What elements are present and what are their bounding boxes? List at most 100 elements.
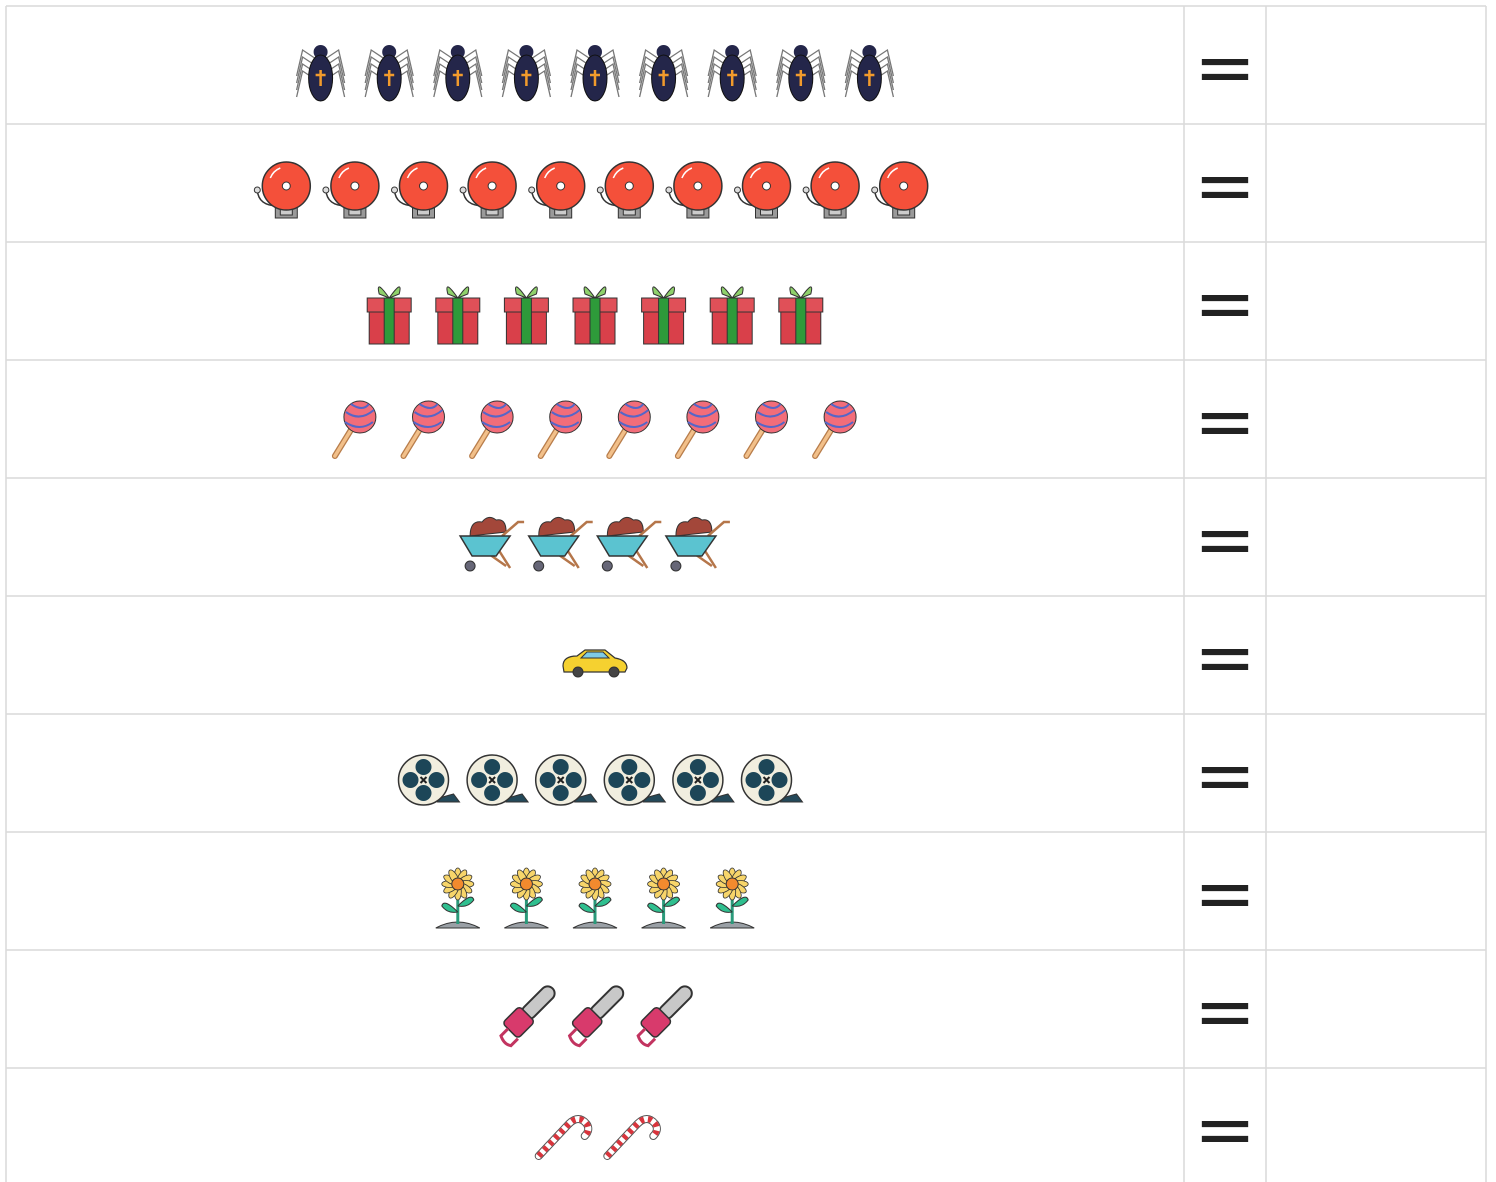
picture-icon	[673, 755, 734, 805]
saw	[631, 981, 697, 1047]
dirt	[539, 517, 575, 536]
center	[488, 182, 496, 190]
ribbon	[659, 298, 669, 344]
picture-icon	[631, 981, 697, 1047]
hole	[690, 785, 706, 801]
hole	[540, 772, 556, 788]
picture-icon	[529, 517, 593, 571]
wheel	[609, 667, 619, 677]
picture-icon	[642, 868, 686, 928]
hole	[416, 785, 432, 801]
picture-icon	[460, 162, 516, 218]
arm-end	[597, 187, 603, 193]
picture-icon	[367, 287, 411, 344]
picture-icon	[872, 162, 928, 218]
center	[420, 182, 428, 190]
dirt	[676, 517, 712, 536]
picture-icon	[399, 755, 460, 805]
picture-icon	[434, 45, 482, 101]
hole	[471, 772, 487, 788]
equals-sign: =	[1194, 969, 1256, 1055]
arm-end	[735, 187, 741, 193]
hole	[553, 785, 569, 801]
page: {"rows": [ {"count": 9, "sign": "="}, {"…	[0, 0, 1496, 1182]
picture-icon	[323, 162, 379, 218]
picture-icon	[502, 45, 550, 101]
worksheet: ==========	[0, 0, 1496, 1182]
equals-sign: =	[1194, 497, 1256, 583]
arm-end	[666, 187, 672, 193]
picture-icon	[573, 868, 617, 928]
picture-icon	[747, 401, 788, 456]
center	[658, 878, 670, 890]
picture-icon	[573, 287, 617, 344]
hole	[677, 772, 693, 788]
answer-cell	[1267, 479, 1485, 595]
wheel	[465, 561, 475, 571]
center	[900, 182, 908, 190]
center	[351, 182, 359, 190]
arm-end	[460, 187, 466, 193]
ribbon	[521, 298, 531, 344]
arm-end	[392, 187, 398, 193]
answer-cell	[1267, 1069, 1485, 1182]
bow	[653, 287, 675, 298]
center	[763, 182, 771, 190]
ribbon	[384, 298, 394, 344]
picture-icon	[678, 401, 719, 456]
center	[520, 878, 532, 890]
picture-icon	[607, 1119, 657, 1156]
arm-end	[254, 187, 260, 193]
center	[282, 182, 290, 190]
answer-cell	[1267, 951, 1485, 1067]
bow	[516, 287, 538, 298]
hole	[429, 772, 445, 788]
bow	[584, 287, 606, 298]
answer-cell	[1267, 7, 1485, 123]
saw	[494, 981, 560, 1047]
answer-cell	[1267, 125, 1485, 241]
arm-end	[803, 187, 809, 193]
hole	[759, 759, 775, 775]
picture-icon	[529, 162, 585, 218]
picture-icon	[472, 401, 513, 456]
picture-icon	[504, 868, 548, 928]
ribbon	[727, 298, 737, 344]
hole	[484, 759, 500, 775]
picture-icon	[571, 45, 619, 101]
hole	[403, 772, 419, 788]
equals-sign: =	[1194, 615, 1256, 701]
picture-icon	[436, 287, 480, 344]
equals-sign: =	[1194, 25, 1256, 111]
arm-end	[323, 187, 329, 193]
tray	[529, 536, 579, 556]
picture-icon	[815, 401, 856, 456]
answer-cell	[1267, 597, 1485, 713]
picture-icon	[404, 401, 445, 456]
tray	[597, 536, 647, 556]
equals-sign: =	[1194, 733, 1256, 819]
center	[557, 182, 565, 190]
stick-in	[747, 430, 763, 456]
ribbon	[796, 298, 806, 344]
stick-in	[541, 430, 557, 456]
equals-sign: =	[1194, 261, 1256, 347]
center	[726, 878, 738, 890]
picture-icon	[742, 755, 803, 805]
picture-icon	[666, 162, 722, 218]
wheel	[671, 561, 681, 571]
picture-icon	[460, 517, 524, 571]
picture-icon	[710, 287, 754, 344]
stick-in	[472, 430, 488, 456]
picture-icon	[467, 755, 528, 805]
picture-icon	[539, 1119, 589, 1156]
center	[831, 182, 839, 190]
picture-icon	[365, 45, 413, 101]
picture-icon	[803, 162, 859, 218]
picture-icon	[541, 401, 582, 456]
hole	[621, 785, 637, 801]
picture-icon	[609, 401, 650, 456]
picture-icon	[597, 517, 661, 571]
center	[589, 878, 601, 890]
bow	[447, 287, 469, 298]
